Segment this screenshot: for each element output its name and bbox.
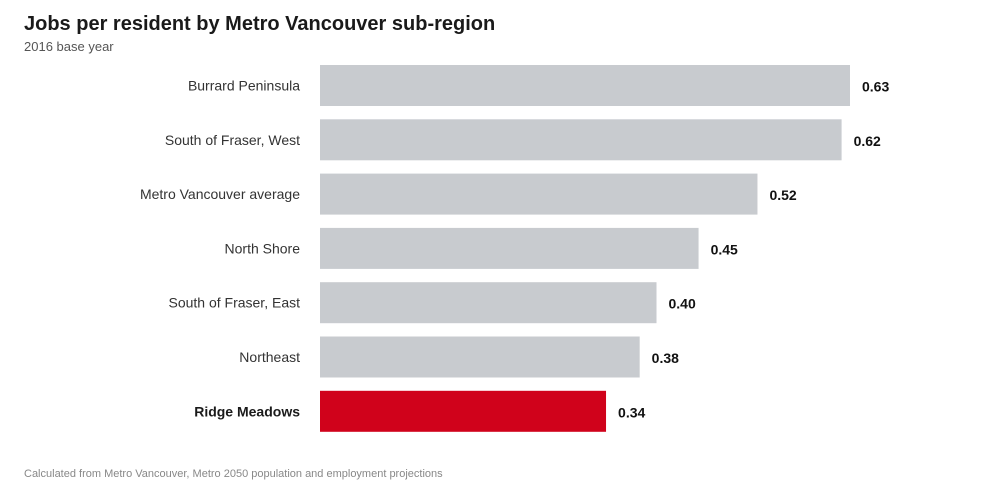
category-label-south-of-fraser-west: South of Fraser, West [165,132,300,148]
chart-subtitle: 2016 base year [24,39,114,54]
bar-northeast [320,336,640,378]
category-label-ridge-meadows: Ridge Meadows [194,403,300,419]
bar-burrard-peninsula [320,65,850,106]
value-label-burrard-peninsula: 0.63 [862,79,889,95]
value-label-ridge-meadows: 0.34 [618,404,645,420]
bar-metro-vancouver-average [320,173,758,215]
value-label-north-shore: 0.45 [711,241,738,257]
bar-south-of-fraser-west [320,119,842,161]
chart-title: Jobs per resident by Metro Vancouver sub… [24,13,496,35]
category-label-northeast: Northeast [239,349,300,365]
value-label-northeast: 0.38 [652,350,679,366]
source-note: Calculated from Metro Vancouver, Metro 2… [24,468,443,480]
bar-south-of-fraser-east [320,282,657,324]
bars-group: Burrard Peninsula 0.63 South of Fraser, We… [140,65,889,432]
value-label-south-of-fraser-east: 0.40 [669,296,696,312]
value-label-metro-vancouver-average: 0.52 [769,187,796,203]
category-label-south-of-fraser-east: South of Fraser, East [168,295,300,311]
value-label-south-of-fraser-west: 0.62 [854,133,881,149]
category-label-metro-vancouver-average: Metro Vancouver average [140,186,300,202]
bar-ridge-meadows [320,390,607,432]
bar-north-shore [320,227,699,269]
category-label-north-shore: North Shore [225,240,301,256]
category-label-burrard-peninsula: Burrard Peninsula [188,78,300,94]
